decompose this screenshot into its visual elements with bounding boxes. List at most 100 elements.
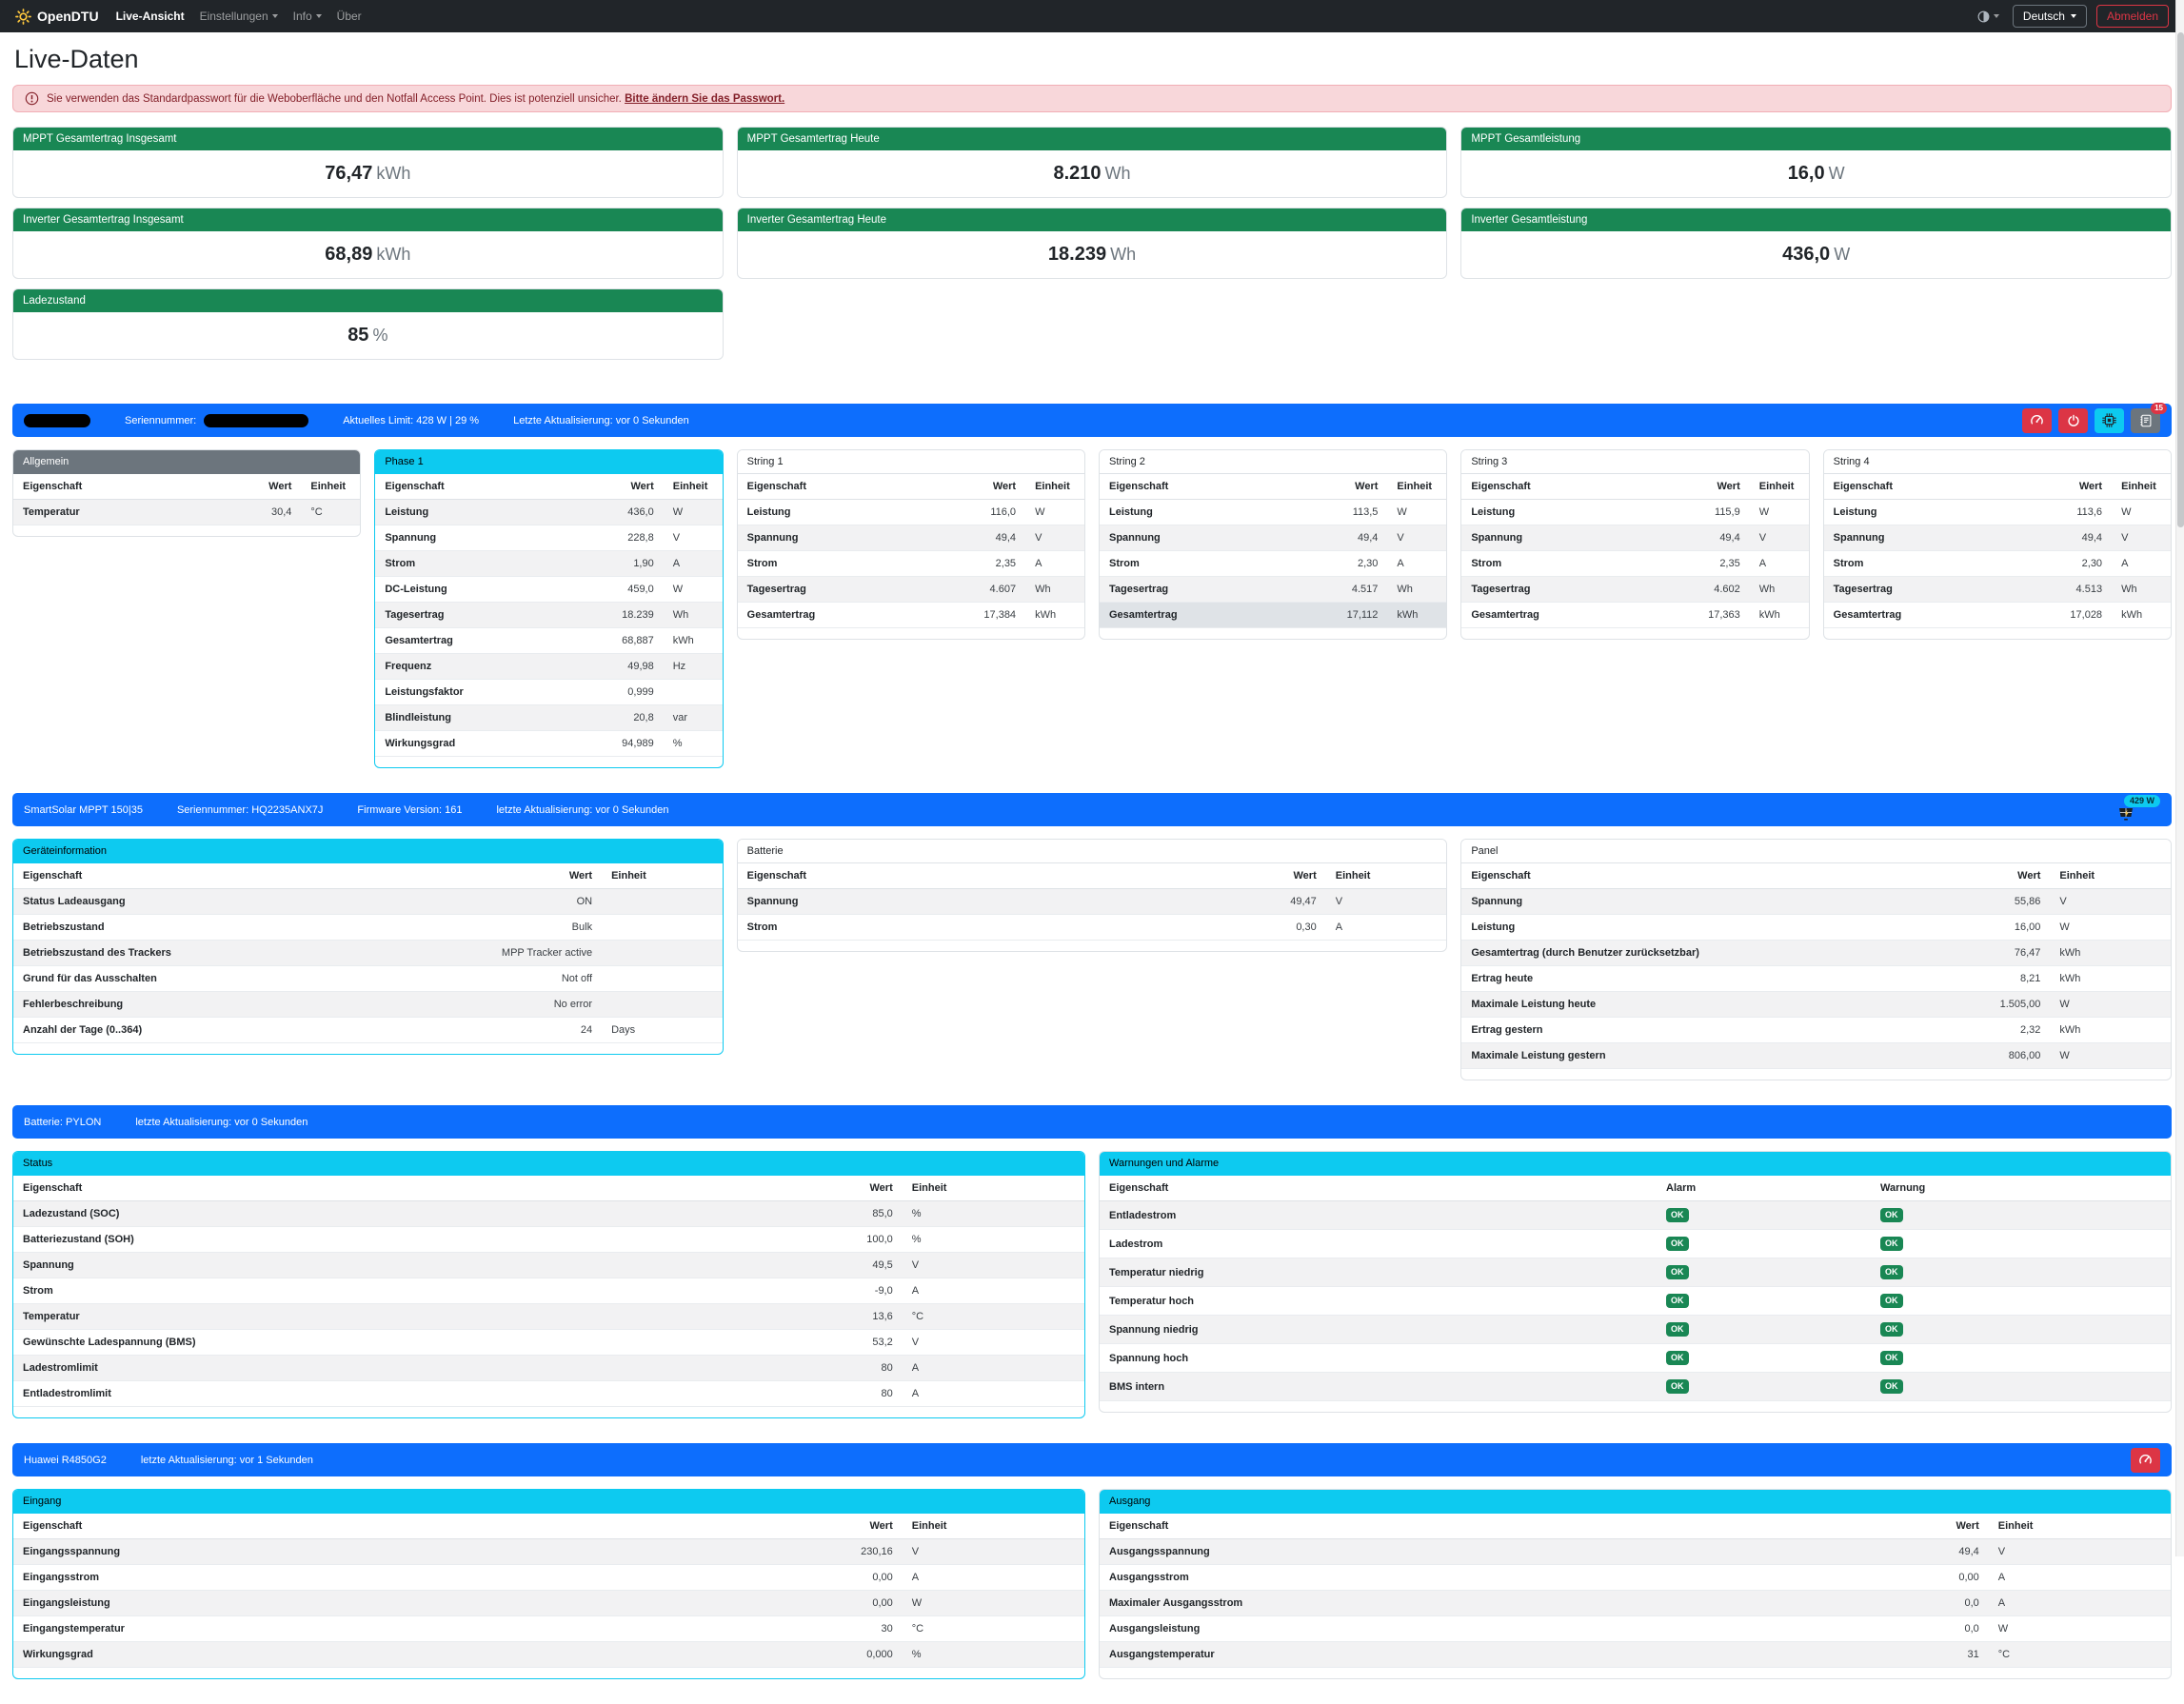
device-info-button[interactable]: [2095, 407, 2124, 433]
current-limit-text: Aktuelles Limit: 428 W | 29 %: [343, 414, 480, 426]
eingang-table: Eigenschaft Wert Einheit Eingangsspannung 23…: [13, 1514, 1084, 1668]
table-row: Spannung 49,5 V: [13, 1252, 1084, 1278]
property-label: Gesamtertrag: [1461, 602, 1699, 628]
property-label: Batteriezustand (SOH): [13, 1226, 774, 1253]
table-header-row: Eigenschaft Wert Einheit: [737, 863, 1447, 889]
table-row: Wirkungsgrad 0,000%: [13, 1641, 1084, 1668]
table-row: Leistung 16,00 W: [1461, 914, 2171, 941]
summary-card-title: MPPT Gesamtleistung: [1461, 128, 2171, 150]
column-header: Wert: [491, 863, 603, 889]
column-header: Wert: [974, 474, 1026, 500]
batterie-table: Eigenschaft Wert Einheit Spannung 49,47 V Stro…: [737, 863, 1447, 941]
property-value: 49,4: [1698, 525, 1750, 551]
event-log-button[interactable]: 15: [2131, 402, 2167, 433]
column-header: Wert: [773, 1514, 903, 1539]
property-value: 0,00: [773, 1564, 903, 1591]
property-label: Eingangsspannung: [13, 1538, 774, 1565]
table-row: Ladestrom OK OK: [1100, 1229, 2171, 1258]
property-label: Leistung: [375, 499, 613, 525]
property-label: Strom: [13, 1278, 774, 1304]
property-label: Ertrag heute: [1461, 965, 1966, 992]
string-4-table: Eigenschaft Wert Einheit Leistung 113,6 W Span…: [1823, 474, 2171, 628]
column-header: Wert: [612, 474, 664, 500]
table-header-row: Eigenschaft Wert Einheit: [737, 474, 1084, 500]
column-header: Einheit: [1387, 474, 1447, 500]
logout-button[interactable]: Abmelden: [2095, 5, 2169, 28]
brand-label: OpenDTU: [37, 9, 99, 24]
scrollbar-thumb[interactable]: [2177, 32, 2184, 527]
property-unit: %: [902, 1200, 1084, 1227]
summary-card-unit: %: [372, 326, 388, 345]
property-unit: A: [2112, 550, 2171, 577]
property-unit: V: [1749, 525, 1809, 551]
property-label: Ausgangsstrom: [1100, 1564, 1860, 1591]
mppt-title: SmartSolar MPPT 150|35: [24, 803, 143, 816]
card-string-3: String 3 Eigenschaft Wert Einheit Leistung 1…: [1460, 449, 1810, 640]
column-header: Eigenschaft: [737, 863, 1241, 889]
theme-toggle-dropdown[interactable]: [1977, 10, 1999, 23]
property-value: -9,0: [773, 1278, 903, 1304]
ok-badge: OK: [1880, 1294, 1903, 1308]
psu-limit-button[interactable]: [2131, 1447, 2160, 1473]
nav-ueber[interactable]: Über: [336, 10, 362, 23]
property-label: Ausgangstemperatur: [1100, 1641, 1860, 1668]
column-header: Wert: [2060, 474, 2113, 500]
column-header: Eigenschaft: [375, 474, 613, 500]
property-unit: A: [1025, 550, 1084, 577]
card-title: String 1: [737, 450, 1084, 474]
table-header-row: Eigenschaft Wert Einheit: [13, 474, 361, 500]
table-header-row: Eigenschaft Wert Einheit: [1100, 1514, 2171, 1539]
property-value: 0,00: [773, 1590, 903, 1616]
nav-einstellungen[interactable]: Einstellungen: [200, 10, 278, 23]
card-geraeteinformation: Geräteinformation Eigenschaft Wert Einheit…: [12, 839, 724, 1055]
change-password-link[interactable]: Bitte ändern Sie das Passwort.: [625, 92, 785, 105]
nav-live-ansicht[interactable]: Live-Ansicht: [115, 10, 185, 23]
table-row: Grund für das Ausschalten Not off: [13, 965, 723, 992]
property-unit: [602, 991, 723, 1018]
property-value: 17,363: [1698, 602, 1750, 628]
table-row: Betriebszustand Bulk: [13, 914, 723, 941]
table-row: Spannung 49,4 V: [1461, 525, 1809, 551]
property-unit: W: [2050, 991, 2171, 1018]
table-row: Strom -9,0 A: [13, 1278, 1084, 1304]
summary-card-unit: kWh: [376, 245, 411, 264]
table-header-row: Eigenschaft Alarm Warnung: [1100, 1176, 2171, 1201]
badge-cell: OK: [1657, 1229, 1871, 1258]
table-row: Ausgangstemperatur 31 °C: [1100, 1641, 2171, 1668]
property-unit: V: [663, 525, 723, 551]
property-label: Tagesertrag: [1461, 576, 1699, 603]
scrollbar[interactable]: [2175, 0, 2184, 1556]
property-label: Spannung: [1461, 888, 1966, 915]
journal-icon: [2139, 414, 2153, 427]
property-label: Leistung: [1823, 499, 2061, 525]
limit-settings-button[interactable]: [2022, 407, 2052, 433]
table-row: Frequenz 49,98 Hz: [375, 653, 723, 680]
property-value: 17,384: [974, 602, 1026, 628]
table-row: Leistung 116,0 W: [737, 499, 1084, 525]
power-toggle-button[interactable]: [2058, 407, 2088, 433]
property-label: Anzahl der Tage (0..364): [13, 1017, 492, 1043]
badge-cell: OK: [1871, 1229, 2171, 1258]
property-unit: °C: [1988, 1641, 2171, 1668]
property-label: Fehlerbeschreibung: [13, 991, 492, 1018]
property-unit: W: [1749, 499, 1809, 525]
property-label: Maximaler Ausgangsstrom: [1100, 1590, 1860, 1616]
property-label: Strom: [737, 550, 975, 577]
mppt-firmware: Firmware Version: 161: [357, 803, 463, 816]
nav-einstellungen-label: Einstellungen: [199, 10, 268, 23]
table-header-row: Eigenschaft Wert Einheit: [1461, 474, 1809, 500]
column-header: Wert: [1698, 474, 1750, 500]
language-dropdown[interactable]: Deutsch: [2012, 5, 2087, 28]
property-unit: A: [902, 1380, 1084, 1407]
nav-info[interactable]: Info: [293, 10, 322, 23]
summary-card-title: MPPT Gesamtertrag Insgesamt: [13, 128, 723, 150]
property-label: Betriebszustand des Trackers: [13, 940, 492, 966]
column-header: Einheit: [1025, 474, 1084, 500]
card-title: Warnungen und Alarme: [1100, 1152, 2171, 1176]
sun-icon: [15, 8, 31, 25]
chevron-down-icon: [271, 14, 278, 18]
circle-half-icon: [1977, 10, 1990, 23]
brand-link[interactable]: OpenDTU: [15, 8, 99, 25]
property-unit: °C: [301, 499, 361, 525]
table-row: Ausgangsstrom 0,00 A: [1100, 1564, 2171, 1591]
